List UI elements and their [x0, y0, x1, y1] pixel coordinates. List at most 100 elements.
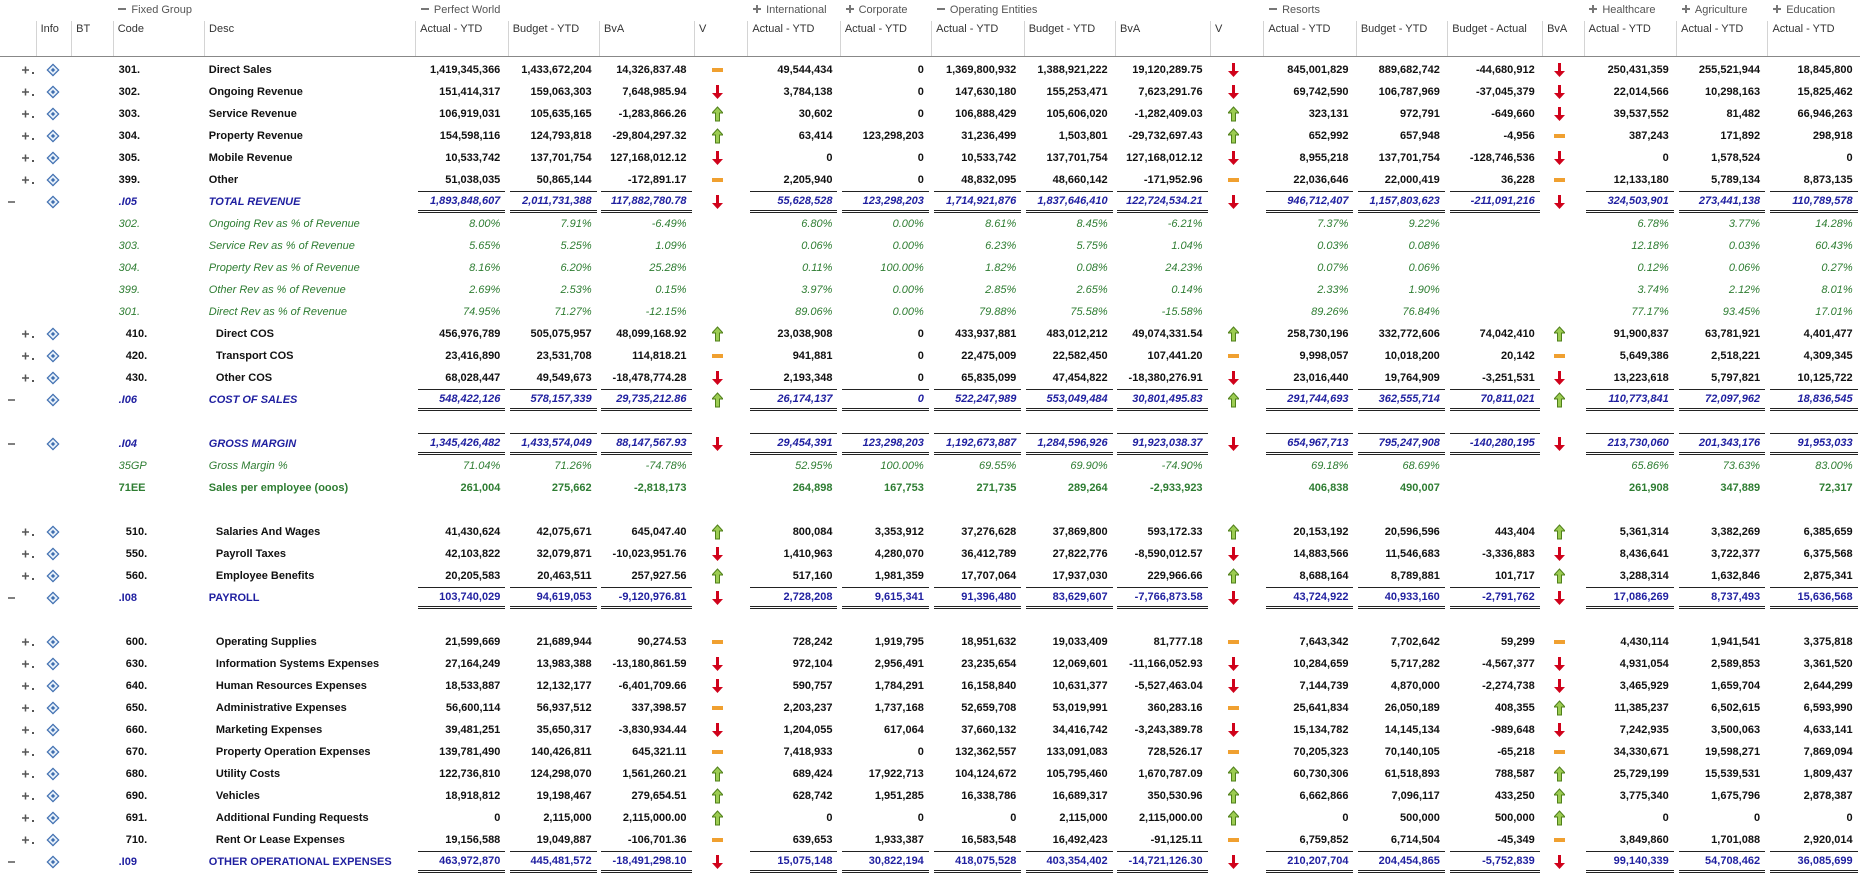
expand-toggle[interactable]	[936, 4, 946, 17]
group-header[interactable]: Corporate	[845, 0, 908, 20]
expand-toggle[interactable]	[17, 543, 41, 565]
column-header[interactable]: Desc	[209, 23, 235, 36]
collapse-toggle[interactable]	[2, 851, 26, 873]
info-icon[interactable]	[36, 587, 72, 609]
expand-toggle[interactable]	[17, 323, 41, 345]
column-header[interactable]: Actual - YTD	[844, 23, 907, 36]
info-icon[interactable]	[36, 169, 72, 191]
expand-toggle[interactable]	[17, 697, 41, 719]
expand-toggle[interactable]	[1681, 4, 1691, 17]
column-header[interactable]: Info	[40, 23, 59, 36]
info-icon[interactable]	[36, 829, 72, 851]
info-icon[interactable]	[36, 191, 72, 213]
expand-toggle[interactable]	[17, 345, 41, 367]
column-header[interactable]: Actual - YTD	[1268, 23, 1331, 36]
expand-toggle[interactable]	[17, 741, 41, 763]
expand-toggle[interactable]	[17, 675, 41, 697]
info-icon[interactable]	[36, 433, 72, 455]
expand-toggle[interactable]	[17, 521, 41, 543]
info-icon[interactable]	[36, 785, 72, 807]
column-header[interactable]: Actual - YTD	[420, 23, 483, 36]
collapse-toggle[interactable]	[2, 587, 26, 609]
info-icon[interactable]	[36, 719, 72, 741]
expand-toggle[interactable]	[752, 4, 762, 17]
expand-toggle[interactable]	[17, 631, 41, 653]
info-icon[interactable]	[36, 697, 72, 719]
column-header[interactable]: BT	[76, 23, 91, 36]
info-icon[interactable]	[36, 103, 72, 125]
info-icon[interactable]	[36, 631, 72, 653]
value-cell: 36,412,789	[961, 548, 1017, 561]
expand-toggle[interactable]	[420, 4, 430, 17]
info-icon[interactable]	[36, 543, 72, 565]
column-header[interactable]: Budget - YTD	[1028, 23, 1096, 36]
expand-toggle[interactable]	[17, 103, 41, 125]
column-header[interactable]: Actual - YTD	[936, 23, 999, 36]
info-icon[interactable]	[36, 125, 72, 147]
value-cell: 122,724,534.21	[1117, 191, 1208, 213]
info-icon[interactable]	[36, 675, 72, 697]
info-icon[interactable]	[36, 807, 72, 829]
info-icon[interactable]	[36, 345, 72, 367]
info-icon[interactable]	[36, 741, 72, 763]
column-header[interactable]: Actual - YTD	[1772, 23, 1835, 36]
group-header[interactable]: International	[752, 0, 827, 20]
expand-toggle[interactable]	[17, 807, 41, 829]
expand-toggle[interactable]	[1588, 4, 1598, 17]
column-header[interactable]: V	[698, 23, 707, 36]
column-header[interactable]: BvA	[604, 23, 625, 36]
info-icon[interactable]	[36, 147, 72, 169]
expand-toggle[interactable]	[17, 785, 41, 807]
expand-toggle[interactable]	[17, 719, 41, 741]
group-header[interactable]: Perfect World	[420, 0, 500, 20]
column-header[interactable]: Actual - YTD	[752, 23, 815, 36]
group-header[interactable]: Agriculture	[1681, 0, 1747, 20]
expand-toggle[interactable]	[17, 59, 41, 81]
group-header[interactable]: Healthcare	[1588, 0, 1656, 20]
expand-toggle[interactable]	[117, 4, 127, 17]
expand-toggle[interactable]	[17, 763, 41, 785]
status-down	[705, 543, 729, 565]
expand-toggle[interactable]	[1772, 4, 1782, 17]
expand-toggle[interactable]	[17, 653, 41, 675]
value-cell: 110,789,578	[1769, 191, 1858, 213]
group-header[interactable]: Fixed Group	[117, 0, 192, 20]
info-icon[interactable]	[36, 367, 72, 389]
expand-toggle[interactable]	[17, 829, 41, 851]
collapse-toggle[interactable]	[2, 433, 26, 455]
expand-toggle[interactable]	[17, 81, 41, 103]
column-header[interactable]: BvA	[1547, 23, 1568, 36]
expand-toggle[interactable]	[17, 367, 41, 389]
info-icon[interactable]	[36, 81, 72, 103]
column-header[interactable]: BvA	[1120, 23, 1141, 36]
info-icon[interactable]	[36, 389, 72, 411]
group-header[interactable]: Education	[1772, 0, 1835, 20]
column-header[interactable]: Actual - YTD	[1588, 23, 1651, 36]
expand-toggle[interactable]	[17, 169, 41, 191]
expand-toggle[interactable]	[17, 565, 41, 587]
info-icon[interactable]	[36, 59, 72, 81]
info-icon[interactable]	[36, 565, 72, 587]
column-header[interactable]: Budget - Actual	[1452, 23, 1527, 36]
collapse-toggle[interactable]	[2, 191, 26, 213]
status-down	[1221, 675, 1245, 697]
column-header[interactable]: Budget - YTD	[512, 23, 580, 36]
expand-toggle[interactable]	[17, 147, 41, 169]
column-header[interactable]: V	[1214, 23, 1223, 36]
info-icon[interactable]	[36, 851, 72, 873]
info-icon[interactable]	[36, 521, 72, 543]
column-header[interactable]: Code	[117, 23, 144, 36]
column-header[interactable]: Budget - YTD	[1360, 23, 1428, 36]
info-icon[interactable]	[36, 323, 72, 345]
column-header[interactable]: Actual - YTD	[1681, 23, 1744, 36]
collapse-toggle[interactable]	[2, 389, 26, 411]
status-flat	[705, 741, 729, 763]
expand-toggle[interactable]	[845, 4, 855, 17]
group-header[interactable]: Resorts	[1268, 0, 1320, 20]
info-icon[interactable]	[36, 763, 72, 785]
row-desc: Administrative Expenses	[215, 702, 347, 715]
expand-toggle[interactable]	[17, 125, 41, 147]
info-icon[interactable]	[36, 653, 72, 675]
group-header[interactable]: Operating Entities	[936, 0, 1037, 20]
expand-toggle[interactable]	[1268, 4, 1278, 17]
